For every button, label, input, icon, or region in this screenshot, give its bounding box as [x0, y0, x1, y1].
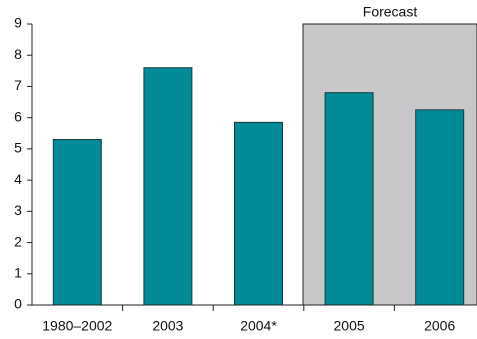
bar	[415, 109, 465, 306]
y-tick-label: 3	[14, 202, 22, 218]
y-tick-label: 5	[14, 140, 22, 156]
y-tick-label: 8	[14, 46, 22, 62]
bar	[324, 92, 374, 306]
x-tick-label: 2005	[334, 318, 365, 334]
x-tick-label: 2003	[152, 318, 183, 334]
x-tick-label: 1980–2002	[42, 318, 112, 334]
y-tick-label: 7	[14, 77, 22, 93]
y-tick-label: 0	[14, 296, 22, 312]
y-tick-label: 4	[14, 171, 22, 187]
y-tick-label: 1	[14, 264, 22, 280]
y-tick-label: 9	[14, 15, 22, 31]
x-tick-label: 2006	[424, 318, 455, 334]
y-tick-label: 2	[14, 233, 22, 249]
bar	[143, 67, 193, 306]
forecast-label: Forecast	[363, 4, 418, 20]
bar	[234, 121, 283, 306]
x-tick-label: 2004*	[240, 318, 277, 334]
bar	[52, 139, 102, 306]
y-tick-label: 6	[14, 108, 22, 124]
